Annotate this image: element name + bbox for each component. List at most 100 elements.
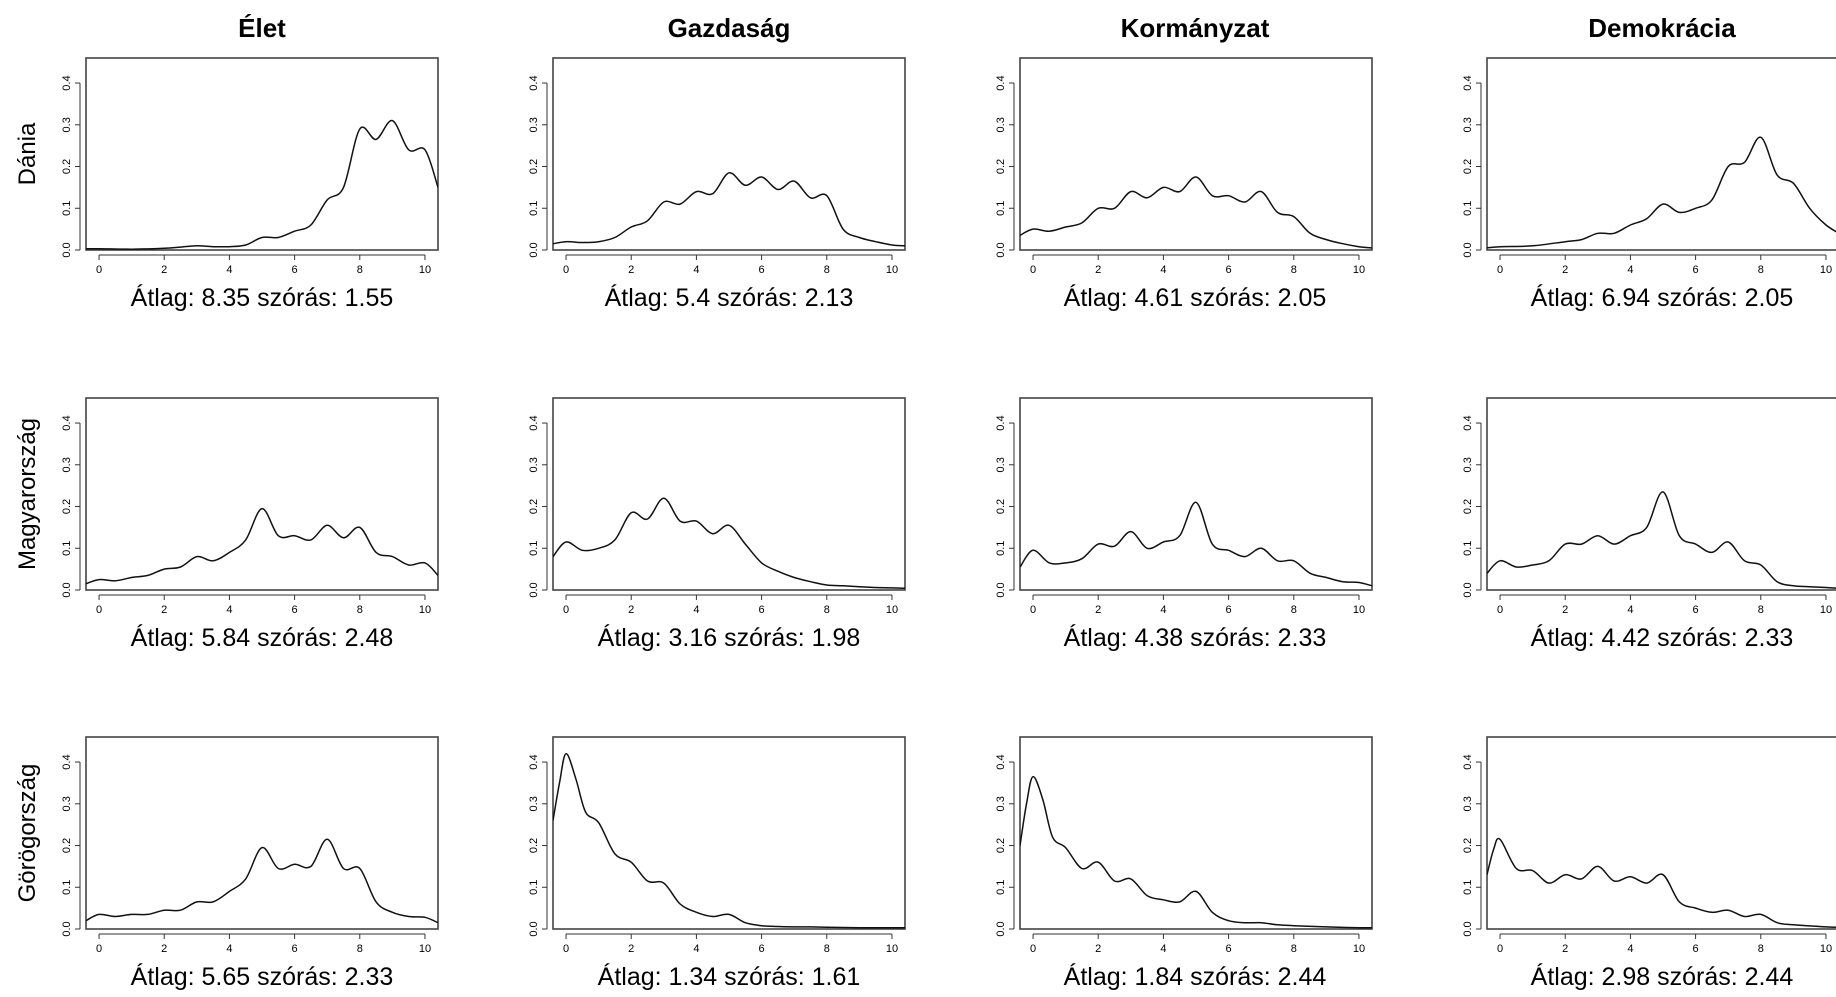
x-tick-label: 6 [1693,604,1699,616]
x-tick-label: 4 [693,943,699,955]
y-tick-label: 0.2 [61,838,73,853]
x-tick-label: 6 [1226,943,1232,955]
x-tick-label: 8 [824,943,830,955]
plot-frame [552,397,906,591]
x-tick-label: 6 [1693,264,1699,276]
y-tick-label: 0.4 [61,415,73,430]
y-tick-label: 0.1 [528,880,540,895]
density-curve [86,507,438,585]
x-tick-label: 2 [628,264,634,276]
x-tick-label: 0 [1497,264,1503,276]
x-tick-label: 0 [96,264,102,276]
y-tick-label: 0.1 [1462,541,1474,556]
x-tick-label: 0 [1030,264,1036,276]
density-curve [553,172,905,247]
x-tick-label: 4 [226,943,232,955]
density-panel: 0 2 4 6 8 10 0.0 0.1 0.2 0.3 0.4 Átlag: 4.61 szórás… [995,57,1373,312]
y-tick-label: 0.3 [995,457,1007,472]
row-label: Görögország [14,764,41,903]
y-tick-label: 0.3 [1462,457,1474,472]
x-tick-label: 4 [1160,264,1166,276]
x-tick-label: 10 [1820,604,1832,616]
stat-caption: Átlag: 6.94 szórás: 2.05 [1531,283,1794,312]
y-tick-label: 0.4 [995,754,1007,769]
x-tick-label: 2 [161,264,167,276]
x-tick-label: 0 [1030,604,1036,616]
x-tick-label: 0 [1497,604,1503,616]
y-tick-label: 0.1 [995,541,1007,556]
x-tick-label: 0 [563,604,569,616]
x-tick-label: 10 [886,943,898,955]
stat-caption: Átlag: 4.61 szórás: 2.05 [1064,283,1327,312]
x-tick-label: 4 [1160,943,1166,955]
stat-caption: Átlag: 8.35 szórás: 1.55 [131,283,394,312]
x-tick-label: 10 [419,604,431,616]
stat-caption: Átlag: 1.34 szórás: 1.61 [598,962,861,991]
density-panel: 0 2 4 6 8 10 0.0 0.1 0.2 0.3 0.4 Átlag: 3.16 szórás… [528,397,906,652]
x-tick-label: 0 [96,604,102,616]
x-tick-label: 2 [1095,264,1101,276]
x-tick-label: 10 [886,264,898,276]
stat-caption: Átlag: 4.42 szórás: 2.33 [1531,623,1794,652]
y-tick-label: 0.0 [61,921,73,936]
stat-caption: Átlag: 3.16 szórás: 1.98 [598,623,861,652]
x-tick-label: 8 [1291,604,1297,616]
plot-frame [1486,397,1836,591]
y-tick-label: 0.0 [995,582,1007,597]
density-panel: 0 2 4 6 8 10 0.0 0.1 0.2 0.3 0.4 Átlag: 8.35 szórás… [61,57,439,312]
y-tick-label: 0.4 [528,75,540,90]
stat-caption: Átlag: 5.4 szórás: 2.13 [605,283,854,312]
column-title: Élet [238,13,286,43]
x-tick-label: 2 [161,604,167,616]
plot-frame [1019,736,1373,930]
y-tick-label: 0.1 [1462,880,1474,895]
x-tick-label: 8 [824,264,830,276]
y-tick-label: 0.4 [995,415,1007,430]
y-tick-label: 0.1 [61,541,73,556]
y-tick-label: 0.4 [1462,415,1474,430]
y-tick-label: 0.3 [61,117,73,132]
y-tick-label: 0.2 [61,499,73,514]
y-tick-label: 0.3 [61,796,73,811]
y-tick-label: 0.3 [528,796,540,811]
y-tick-label: 0.1 [528,541,540,556]
plot-frame [85,57,439,251]
x-tick-label: 8 [357,943,363,955]
density-panel: 0 2 4 6 8 10 0.0 0.1 0.2 0.3 0.4 Átlag: 4.38 szórás… [995,397,1373,652]
density-curve [1020,501,1372,587]
density-panel: 0 2 4 6 8 10 0.0 0.1 0.2 0.3 0.4 Átlag: 4.42 szórás… [1462,397,1836,652]
x-tick-label: 2 [1095,943,1101,955]
plot-frame [85,397,439,591]
x-tick-label: 6 [292,264,298,276]
stat-caption: Átlag: 5.84 szórás: 2.48 [131,623,394,652]
y-tick-label: 0.0 [1462,582,1474,597]
y-tick-label: 0.2 [995,499,1007,514]
plot-frame [1019,57,1373,251]
y-tick-label: 0.2 [1462,159,1474,174]
plot-frame [552,736,906,930]
y-tick-label: 0.1 [61,880,73,895]
x-tick-label: 8 [1291,264,1297,276]
stat-caption: Átlag: 1.84 szórás: 2.44 [1064,962,1327,991]
x-tick-label: 2 [1562,264,1568,276]
x-tick-label: 6 [759,943,765,955]
y-tick-label: 0.3 [528,457,540,472]
x-tick-label: 8 [1758,264,1764,276]
x-tick-label: 6 [1226,604,1232,616]
column-title: Kormányzat [1121,13,1270,43]
x-tick-label: 2 [1562,604,1568,616]
plot-frame [1486,736,1836,930]
y-tick-label: 0.3 [61,457,73,472]
x-tick-label: 4 [226,604,232,616]
density-panel: 0 2 4 6 8 10 0.0 0.1 0.2 0.3 0.4 Átlag: 1.34 szórás… [528,736,906,991]
density-curve [1487,837,1836,929]
stat-caption: Átlag: 5.65 szórás: 2.33 [131,962,394,991]
x-tick-label: 8 [357,264,363,276]
y-tick-label: 0.0 [61,242,73,257]
y-tick-label: 0.0 [528,242,540,257]
y-tick-label: 0.0 [61,582,73,597]
x-tick-label: 8 [357,604,363,616]
stat-caption: Átlag: 2.98 szórás: 2.44 [1531,962,1794,991]
density-panel: 0 2 4 6 8 10 0.0 0.1 0.2 0.3 0.4 Átlag: 5.84 szórás… [61,397,439,652]
x-tick-label: 4 [1627,604,1633,616]
